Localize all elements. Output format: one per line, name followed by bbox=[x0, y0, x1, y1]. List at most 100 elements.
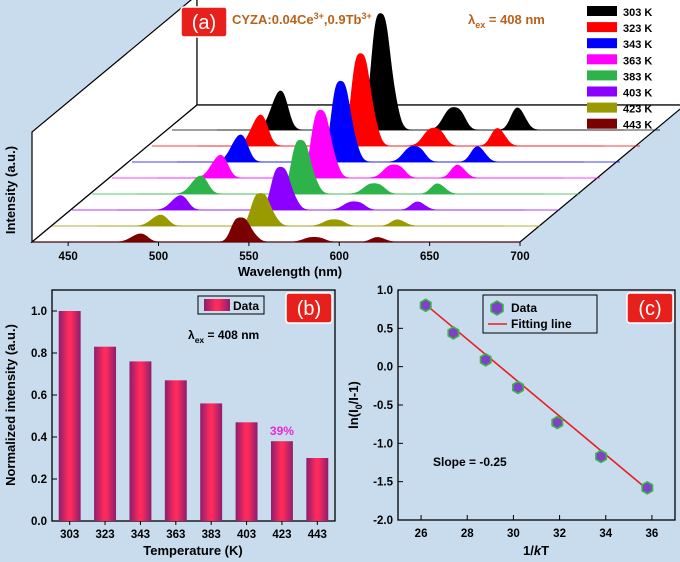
panel-b-ytick-label: 0.2 bbox=[31, 474, 47, 486]
svg-text:Data: Data bbox=[511, 301, 537, 315]
panel-a-axes bbox=[30, 0, 680, 244]
panel-b-ytick-label: 0.8 bbox=[31, 348, 48, 360]
panel-c: 1.0 0.5 0.0 -0.5 -1.0 -1.5 -2.0 26 28 30 32 34 36 1… bbox=[346, 285, 676, 558]
legend-label-323k: 323 K bbox=[623, 23, 652, 35]
panel-b-annotation-39: 39% bbox=[270, 424, 294, 438]
panel-c-ytick-label: -1.0 bbox=[373, 438, 393, 450]
panel-c-xticks: 26 28 30 32 34 36 bbox=[415, 515, 659, 540]
panel-c-legend: Data Fitting line bbox=[482, 294, 598, 334]
panel-b-xtick-label: 403 bbox=[237, 529, 256, 541]
legend-swatch-403k bbox=[587, 86, 617, 97]
legend-swatch-383k bbox=[587, 70, 617, 81]
panel-c-legend-marker bbox=[490, 300, 504, 316]
data-point bbox=[447, 325, 460, 340]
panel-c-fit-line bbox=[425, 303, 648, 490]
svg-text:(a): (a) bbox=[192, 12, 216, 34]
panel-b-ytick-label: 0.6 bbox=[31, 390, 47, 402]
panel-c-ylabel: ln(I0/I-1) bbox=[346, 381, 364, 429]
panel-c-yticks: 1.0 0.5 0.0 -0.5 -1.0 -1.5 -2.0 bbox=[373, 285, 403, 527]
panel-c-points bbox=[419, 298, 654, 495]
panel-a-back-wall bbox=[196, 0, 680, 106]
svg-text:Data: Data bbox=[233, 299, 259, 313]
legend-label-423k: 423 K bbox=[623, 104, 652, 116]
panel-a-label: (a) bbox=[180, 6, 228, 38]
data-point bbox=[512, 380, 524, 395]
panel-b-excitation: λex = 408 nm bbox=[188, 328, 259, 345]
panel-b-xtick-label: 383 bbox=[202, 529, 221, 541]
panel-c-slope-annotation: Slope = -0.25 bbox=[433, 455, 507, 469]
bar-303 bbox=[58, 311, 81, 521]
panel-c-ytick-label: 0.0 bbox=[377, 362, 393, 374]
panel-c-label: (c) bbox=[626, 292, 674, 324]
panel-a-xtick-label: 600 bbox=[330, 251, 349, 263]
panel-b-xtick-label: 363 bbox=[166, 529, 185, 541]
data-point bbox=[419, 298, 432, 313]
panel-a-xtick-label: 450 bbox=[59, 251, 78, 263]
svg-text:(b): (b) bbox=[297, 298, 321, 320]
panel-c-xtick-label: 26 bbox=[415, 528, 428, 540]
panel-a-ylabel: Intensity (a.u.) bbox=[3, 146, 18, 234]
panel-a-excitation: λex = 408 nm bbox=[468, 12, 545, 30]
legend-label-403k: 403 K bbox=[623, 88, 652, 100]
panel-a-xlabel: Wavelength (nm) bbox=[238, 264, 342, 279]
data-point bbox=[595, 449, 608, 464]
panel-c-xtick-label: 28 bbox=[461, 528, 474, 540]
panel-c-xtick-label: 36 bbox=[646, 528, 659, 540]
panel-b-label: (b) bbox=[285, 292, 333, 324]
legend-label-303k: 303 K bbox=[623, 7, 652, 19]
panel-b-xlabel: Temperature (K) bbox=[143, 543, 242, 558]
legend-swatch-423k bbox=[587, 102, 617, 113]
legend-label-383k: 383 K bbox=[623, 71, 652, 83]
bar-363 bbox=[164, 380, 187, 521]
panel-c-xlabel: 1/kT bbox=[523, 543, 549, 558]
legend-swatch-363k bbox=[587, 54, 617, 65]
panel-b-ytick-label: 0.0 bbox=[31, 516, 47, 528]
data-point bbox=[641, 480, 654, 495]
panel-b-xtick-label: 303 bbox=[60, 529, 79, 541]
bar-443 bbox=[306, 458, 329, 521]
panel-c-ytick-label: 0.5 bbox=[377, 323, 394, 335]
data-point bbox=[479, 352, 492, 367]
panel-b-ylabel: Normalized intensity (a.u.) bbox=[3, 324, 18, 486]
panel-a-xtick-label: 550 bbox=[239, 251, 258, 263]
panel-b-xticks: 303 323 343 363 383 403 423 443 bbox=[60, 521, 327, 541]
legend-swatch-303k bbox=[587, 6, 617, 16]
legend-label-363k: 363 K bbox=[623, 55, 652, 67]
legend-label-343k: 343 K bbox=[623, 39, 652, 51]
panel-a-xtick-label: 650 bbox=[420, 251, 439, 263]
panel-b: 0.0 0.2 0.4 0.6 0.8 1.0 303 323 343 363 383 403 423… bbox=[3, 289, 336, 558]
panel-b-xtick-label: 323 bbox=[95, 529, 114, 541]
panel-b-yticks: 0.0 0.2 0.4 0.6 0.8 1.0 bbox=[31, 306, 57, 528]
bar-403 bbox=[235, 422, 258, 521]
panel-c-xtick-label: 30 bbox=[507, 528, 520, 540]
svg-text:(c): (c) bbox=[638, 298, 661, 320]
panel-b-legend: Data bbox=[197, 295, 265, 315]
legend-label-443k: 443 K bbox=[623, 120, 652, 132]
panel-b-ytick-label: 1.0 bbox=[31, 306, 47, 318]
panel-c-ytick-label: -1.5 bbox=[373, 477, 393, 489]
svg-text:Fitting line: Fitting line bbox=[511, 317, 572, 331]
panel-c-ytick-label: -2.0 bbox=[373, 515, 393, 527]
panel-b-xtick-label: 343 bbox=[131, 529, 150, 541]
panel-a-title: CYZA:0.04Ce3+,0.9Tb3+ bbox=[232, 11, 372, 27]
panel-a-legend: 303 K 323 K 343 K 363 K 383 K 403 K 423 K 443 K bbox=[587, 6, 652, 132]
panel-c-xtick-label: 32 bbox=[553, 528, 566, 540]
panel-c-ytick-label: 1.0 bbox=[377, 285, 393, 297]
bar-423 bbox=[270, 441, 293, 521]
data-point bbox=[551, 415, 564, 430]
panel-a-xtick-label: 700 bbox=[510, 251, 529, 263]
legend-swatch-343k bbox=[587, 38, 617, 49]
panel-c-ytick-label: -0.5 bbox=[373, 400, 393, 412]
panel-c-xtick-label: 34 bbox=[599, 528, 612, 540]
bar-343 bbox=[129, 361, 152, 521]
panel-b-ytick-label: 0.4 bbox=[31, 432, 48, 444]
panel-a-xtick-label: 500 bbox=[149, 251, 168, 263]
panel-c-plot-frame bbox=[397, 289, 676, 521]
legend-swatch-443k bbox=[587, 118, 617, 129]
panel-b-xtick-label: 443 bbox=[308, 529, 327, 541]
panel-a-xticks: 450 500 550 600 650 700 bbox=[59, 242, 530, 263]
panel-b-legend-swatch bbox=[204, 299, 230, 311]
panel-b-xtick-label: 423 bbox=[272, 529, 291, 541]
bar-383 bbox=[200, 403, 223, 521]
legend-swatch-323k bbox=[587, 22, 617, 33]
